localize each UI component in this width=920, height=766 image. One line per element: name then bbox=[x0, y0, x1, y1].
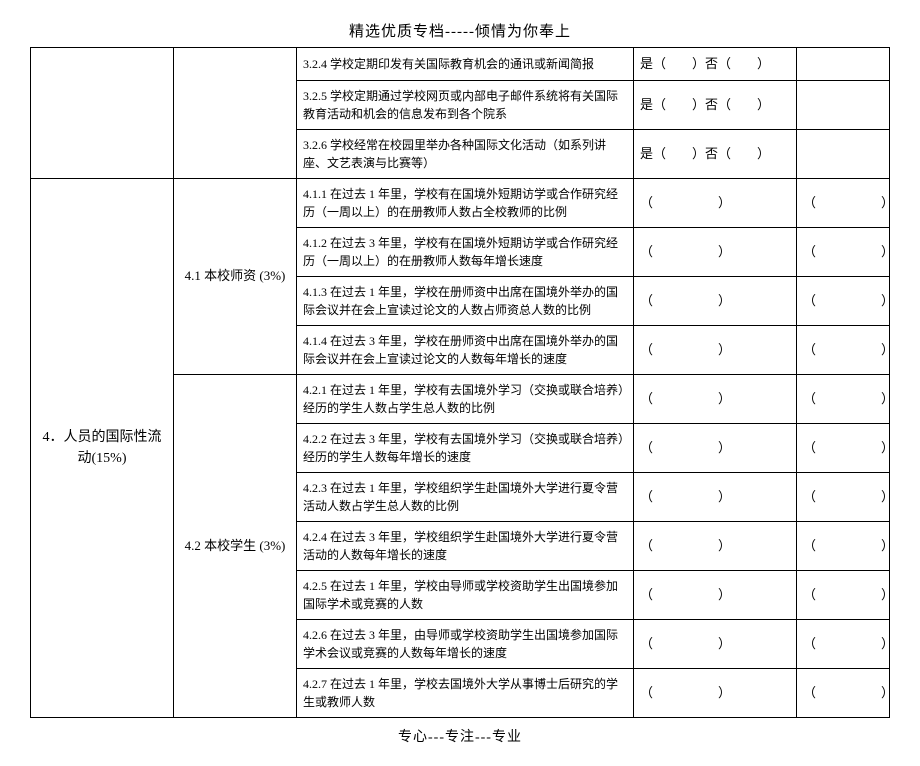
cell-item: 4.2.3 在过去 1 年里，学校组织学生赴国境外大学进行夏令营活动人数占学生总… bbox=[297, 472, 634, 521]
cell-empty bbox=[174, 48, 297, 179]
table-row: 3.2.4 学校定期印发有关国际教育机会的通讯或新闻简报 是（ ）否（ ） bbox=[31, 48, 890, 81]
page-footer: 专心---专注---专业 bbox=[30, 726, 890, 746]
cell-item: 4.1.4 在过去 3 年里，学校在册师资中出席在国境外举办的国际会议并在会上宣… bbox=[297, 325, 634, 374]
cell-paren: （ ） bbox=[634, 227, 797, 276]
cell-item: 4.2.7 在过去 1 年里，学校去国境外大学从事博士后研究的学生或教师人数 bbox=[297, 668, 634, 717]
cell-paren: （ ） bbox=[634, 276, 797, 325]
cell-paren: （ ） bbox=[634, 570, 797, 619]
cell-paren: （ ） bbox=[634, 521, 797, 570]
cell-yesno: 是（ ）否（ ） bbox=[634, 129, 797, 178]
cell-section: 4．人员的国际性流动(15%) bbox=[31, 178, 174, 717]
cell-paren: （ ） bbox=[634, 178, 797, 227]
cell-paren: （ ） bbox=[797, 178, 890, 227]
cell-item: 4.2.4 在过去 3 年里，学校组织学生赴国境外大学进行夏令营活动的人数每年增… bbox=[297, 521, 634, 570]
cell-blank bbox=[797, 48, 890, 81]
cell-paren: （ ） bbox=[797, 570, 890, 619]
cell-subsection: 4.2 本校学生 (3%) bbox=[174, 374, 297, 717]
cell-item: 4.1.3 在过去 1 年里，学校在册师资中出席在国境外举办的国际会议并在会上宣… bbox=[297, 276, 634, 325]
evaluation-table: 3.2.4 学校定期印发有关国际教育机会的通讯或新闻简报 是（ ）否（ ） 3.… bbox=[30, 47, 890, 718]
cell-blank bbox=[797, 129, 890, 178]
table-row: 4．人员的国际性流动(15%) 4.1 本校师资 (3%) 4.1.1 在过去 … bbox=[31, 178, 890, 227]
cell-paren: （ ） bbox=[797, 325, 890, 374]
cell-item: 3.2.6 学校经常在校园里举办各种国际文化活动（如系列讲座、文艺表演与比赛等） bbox=[297, 129, 634, 178]
cell-paren: （ ） bbox=[797, 276, 890, 325]
cell-item: 4.2.5 在过去 1 年里，学校由导师或学校资助学生出国境参加国际学术或竞赛的… bbox=[297, 570, 634, 619]
cell-paren: （ ） bbox=[634, 668, 797, 717]
cell-paren: （ ） bbox=[634, 619, 797, 668]
cell-paren: （ ） bbox=[797, 227, 890, 276]
cell-paren: （ ） bbox=[634, 374, 797, 423]
cell-paren: （ ） bbox=[797, 619, 890, 668]
cell-paren: （ ） bbox=[797, 423, 890, 472]
cell-paren: （ ） bbox=[797, 374, 890, 423]
cell-paren: （ ） bbox=[634, 423, 797, 472]
cell-item: 4.2.2 在过去 3 年里，学校有去国境外学习（交换或联合培养）经历的学生人数… bbox=[297, 423, 634, 472]
page-header: 精选优质专档-----倾情为你奉上 bbox=[30, 20, 890, 41]
cell-item: 3.2.4 学校定期印发有关国际教育机会的通讯或新闻简报 bbox=[297, 48, 634, 81]
cell-paren: （ ） bbox=[634, 325, 797, 374]
cell-paren: （ ） bbox=[797, 668, 890, 717]
cell-item: 3.2.5 学校定期通过学校网页或内部电子邮件系统将有关国际教育活动和机会的信息… bbox=[297, 80, 634, 129]
cell-blank bbox=[797, 80, 890, 129]
cell-yesno: 是（ ）否（ ） bbox=[634, 80, 797, 129]
cell-subsection: 4.1 本校师资 (3%) bbox=[174, 178, 297, 374]
cell-paren: （ ） bbox=[797, 521, 890, 570]
cell-item: 4.1.2 在过去 3 年里，学校有在国境外短期访学或合作研究经历（一周以上）的… bbox=[297, 227, 634, 276]
cell-item: 4.1.1 在过去 1 年里，学校有在国境外短期访学或合作研究经历（一周以上）的… bbox=[297, 178, 634, 227]
cell-yesno: 是（ ）否（ ） bbox=[634, 48, 797, 81]
cell-item: 4.2.6 在过去 3 年里，由导师或学校资助学生出国境参加国际学术会议或竞赛的… bbox=[297, 619, 634, 668]
cell-item: 4.2.1 在过去 1 年里，学校有去国境外学习（交换或联合培养）经历的学生人数… bbox=[297, 374, 634, 423]
cell-paren: （ ） bbox=[797, 472, 890, 521]
cell-paren: （ ） bbox=[634, 472, 797, 521]
cell-empty bbox=[31, 48, 174, 179]
